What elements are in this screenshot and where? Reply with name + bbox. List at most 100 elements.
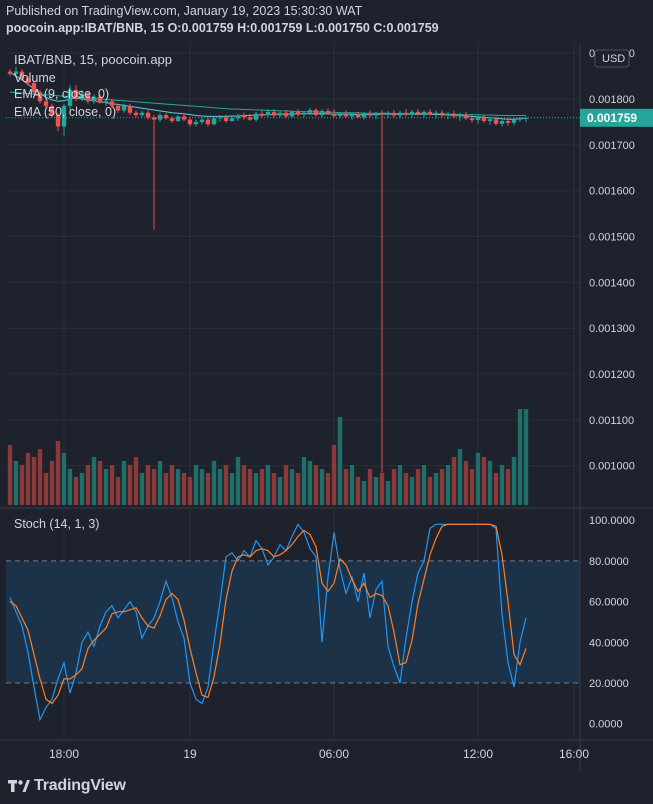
candle-body [403,112,409,115]
candle-body [253,113,259,120]
candle-body [73,89,79,100]
legend-entry: Volume [14,71,56,85]
candle-body [421,111,427,114]
volume-bar [109,465,115,505]
volume-bar [85,465,91,505]
candle-body [337,113,343,116]
currency-label[interactable]: USD [602,53,625,65]
price-tick-label: 0.001200 [589,369,635,381]
candle-body [115,105,121,111]
candle-body [433,112,439,115]
volume-bar [517,409,523,505]
candle-body [469,118,475,121]
candle-body [79,94,85,100]
volume-bar [67,469,73,505]
candle-body [511,119,517,123]
candle-body [481,117,487,122]
candle-body [397,112,403,116]
volume-bar [229,473,235,505]
candle-body [7,71,13,74]
volume-bar [19,465,25,505]
stoch-k-line [9,523,527,722]
volume-bar [205,473,211,505]
candle-body [103,101,109,103]
candle-body [85,94,91,102]
volume-bar [103,469,109,505]
candle-body [19,71,25,79]
volume-bar [61,453,67,505]
candle-body [163,115,169,119]
volume-bar [457,449,463,505]
candle-body [151,117,157,120]
volume-bar [439,469,445,505]
candle-body [391,112,397,116]
candle-body [301,112,307,115]
volume-bar [7,445,13,505]
volume-bar [295,473,301,505]
volume-bar [427,477,433,505]
candle-body [61,105,67,127]
volume-bar [343,469,349,505]
volume-bar [505,469,511,505]
candle-body [373,112,379,116]
volume-bar [355,477,361,505]
stoch-d-line [9,523,527,705]
volume-bar [139,473,145,505]
volume-bar [283,465,289,505]
time-tick-label: 19 [183,747,197,761]
candle-body [205,119,211,125]
volume-bar [325,473,331,505]
volume-bar [289,469,295,505]
volume-bar [445,465,451,505]
candle-body [13,71,19,74]
stoch-tick-label: 100.0000 [589,515,635,527]
chart-panel[interactable]: 0.0017590.0019000.0018000.0017000.001600… [0,40,653,770]
candle-body [463,114,469,119]
stoch-tick-label: 60.0000 [589,597,629,609]
candle-body [427,111,433,115]
price-tick-label: 0.001700 [589,140,635,152]
volume-bar [361,481,367,505]
volume-bar [31,457,37,505]
candle-body [487,119,493,122]
candle-body [451,113,457,117]
volume-bar [211,461,217,505]
volume-bar [511,457,517,505]
volume-bar [319,469,325,505]
currency-box[interactable] [594,49,630,68]
volume-bar [403,473,409,505]
price-tick-label: 0.001300 [589,323,635,335]
candle-body [265,111,271,116]
volume-bar [25,453,31,505]
volume-bar [187,477,193,505]
volume-bar [493,473,499,505]
volume-bar [409,477,415,505]
volume-bar [391,469,397,505]
published-label: Published on TradingView.com, January 19… [6,4,363,18]
tradingview-wordmark: TradingView [34,777,126,794]
volume-bar [127,465,133,505]
candle-body [133,112,139,116]
candle-body [385,112,391,115]
candle-body [97,96,103,103]
stoch-band [6,560,580,684]
candle-body [457,114,463,117]
candle-body [343,113,349,117]
candle-body [355,114,361,118]
stoch-tick-label: 80.0000 [589,556,629,568]
candle-body [283,112,289,117]
candle-body [169,118,175,122]
stoch-title: Stoch (14, 1, 3) [14,517,99,531]
candle-body [187,119,193,125]
volume-bar [169,465,175,505]
candle-body [37,92,43,102]
volume-bar [349,465,355,505]
chart-svg[interactable]: 0.0017590.0019000.0018000.0017000.001600… [0,40,653,770]
volume-bar [271,473,277,505]
tradingview-logo[interactable]: TradingView [8,777,126,795]
stoch-tick-label: 20.0000 [589,678,629,690]
volume-bar [235,457,241,505]
volume-bar [151,469,157,505]
time-tick-label: 12:00 [463,747,493,761]
volume-bar [115,477,121,505]
